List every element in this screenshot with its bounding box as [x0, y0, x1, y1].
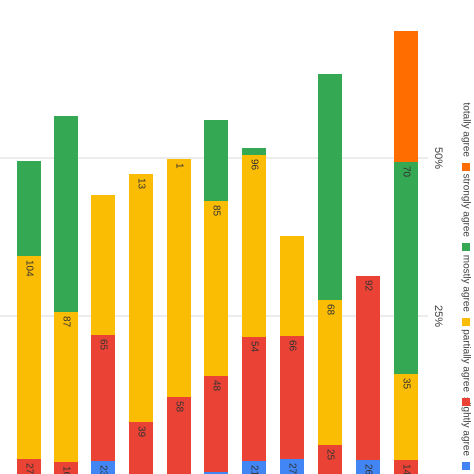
- segment-label: 27: [286, 463, 297, 474]
- bar-segment-partially-agree-4: [167, 397, 191, 474]
- bar-segment-mostly-agree-7: [280, 236, 304, 336]
- legend-label: strongly agree: [460, 174, 471, 238]
- bar-segment-mostly-agree-4: [167, 159, 191, 397]
- bar-segments: [17, 31, 418, 474]
- segment-label: 85: [210, 205, 221, 217]
- legend-swatch: [462, 163, 470, 171]
- legend-swatch: [462, 398, 470, 406]
- segment-label: 39: [135, 426, 146, 438]
- bar-segment-partially-agree-7: [280, 336, 304, 459]
- bar-segment-mostly-agree-8: [318, 300, 342, 445]
- legend-swatch: [462, 462, 470, 470]
- segment-label: 96: [248, 159, 259, 171]
- bar-segment-strongly-agree-6: [242, 148, 266, 155]
- bar-segment-mostly-agree-3: [129, 174, 153, 422]
- legend-label: totally agree: [460, 103, 471, 158]
- legend-swatch: [462, 318, 470, 326]
- segment-label: 1: [173, 163, 184, 169]
- legend-label: partially agree: [460, 329, 471, 392]
- segment-label: 23: [97, 465, 108, 474]
- bar-segment-partially-agree-2: [91, 335, 115, 461]
- bar-segment-partially-agree-1: [54, 462, 78, 474]
- bar-segment-slightly-agree-9: [356, 460, 380, 474]
- bar-segment-mostly-agree-6: [242, 155, 266, 337]
- segment-labels: 27 104 16 87 23 65 39 13 58 1 48 85 21 54 96 27 66 25 68 26…: [23, 159, 411, 474]
- bar-segment-strongly-agree-0: [17, 161, 41, 256]
- bar-segment-strongly-agree-1: [54, 116, 78, 312]
- segment-label: 21: [248, 465, 259, 474]
- segment-label: 14: [400, 464, 411, 474]
- bar-segment-partially-agree-0: [17, 459, 41, 474]
- bar-segment-strongly-agree-8: [318, 74, 342, 300]
- bar-segment-mostly-agree-0: [17, 256, 41, 459]
- segment-label: 87: [60, 316, 71, 328]
- bar-segment-mostly-agree-10: [394, 374, 418, 460]
- segment-label: 13: [135, 178, 146, 190]
- bar-segment-slightly-agree-2: [91, 461, 115, 474]
- segment-label: 70: [400, 166, 411, 178]
- legend-label: mostly agree: [460, 255, 471, 313]
- bar-segment-slightly-agree-7: [280, 459, 304, 474]
- segment-label: 65: [97, 339, 108, 351]
- bar-segment-totally-agree-10: [394, 31, 418, 162]
- bar-segment-slightly-agree-5: [204, 472, 228, 474]
- segment-label: 16: [60, 466, 71, 474]
- bar-segment-partially-agree-3: [129, 422, 153, 474]
- segment-label: 92: [362, 280, 373, 292]
- segment-label: 104: [23, 260, 34, 277]
- axis-tick-labels: 25% 50%: [432, 147, 444, 327]
- legend-swatch: [462, 243, 470, 251]
- bar-segment-mostly-agree-1: [54, 312, 78, 462]
- segment-label: 26: [362, 464, 373, 474]
- segment-label: 68: [324, 304, 335, 316]
- segment-label: 66: [286, 340, 297, 352]
- bar-segment-partially-agree-8: [318, 445, 342, 474]
- bar-segment-slightly-agree-6: [242, 461, 266, 474]
- segment-label: 27: [23, 463, 34, 474]
- bar-segment-strongly-agree-5: [204, 120, 228, 201]
- segment-label: 58: [173, 401, 184, 413]
- bar-segment-partially-agree-9: [356, 276, 380, 460]
- tick-label: 50%: [432, 147, 444, 169]
- legend-label: slightly agree: [460, 397, 471, 456]
- tick-label: 25%: [432, 305, 444, 327]
- segment-label: 48: [210, 380, 221, 392]
- bar-segment-partially-agree-5: [204, 376, 228, 472]
- segment-label: 54: [248, 341, 259, 353]
- bar-segment-mostly-agree-5: [204, 201, 228, 376]
- segment-label: 25: [324, 449, 335, 461]
- segment-label: 35: [400, 378, 411, 390]
- bar-segment-partially-agree-10: [394, 460, 418, 474]
- legend: slightly agree partially agree mostly agre…: [460, 103, 471, 470]
- bar-segment-partially-agree-6: [242, 337, 266, 461]
- bar-segment-mostly-agree-2: [91, 195, 115, 335]
- bar-segment-strongly-agree-10: [394, 162, 418, 374]
